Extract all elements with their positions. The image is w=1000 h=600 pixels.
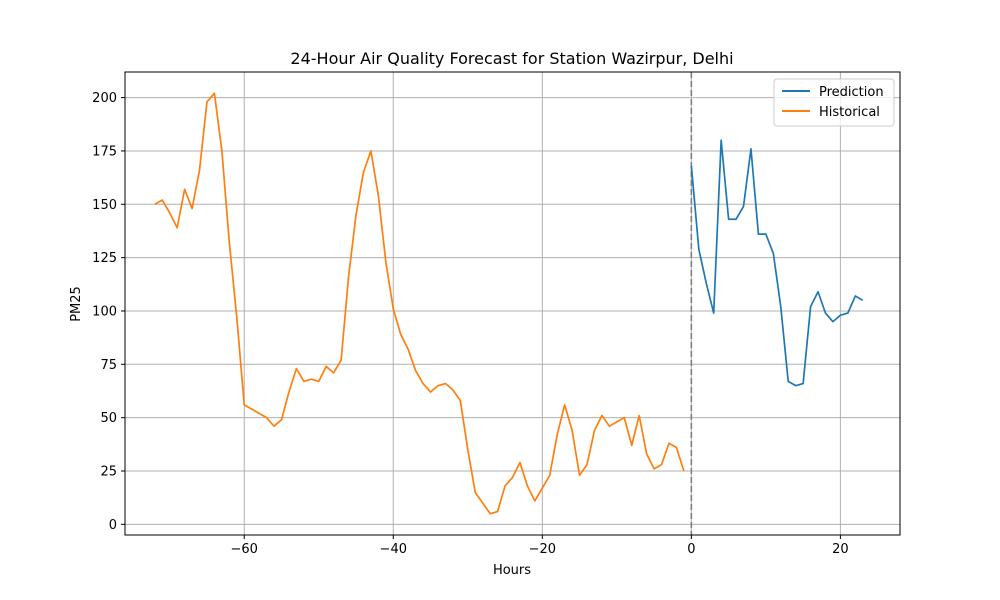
x-tick-label: −20	[529, 542, 556, 557]
y-tick-label: 50	[100, 411, 117, 426]
y-tick-label: 75	[100, 358, 117, 373]
x-tick-label: −40	[380, 542, 407, 557]
y-tick-label: 125	[92, 251, 117, 266]
x-tick-label: 0	[687, 542, 695, 557]
series-line-prediction	[690, 139, 864, 387]
series-layer	[154, 92, 864, 515]
y-tick-label: 0	[109, 518, 117, 533]
x-axis-label: Hours	[493, 563, 531, 578]
legend-label-prediction: Prediction	[819, 85, 884, 100]
y-axis-ticks: 0 25 50 75 100 125 150 175 200	[92, 91, 125, 533]
y-tick-label: 175	[92, 144, 117, 159]
x-tick-label: −60	[231, 542, 258, 557]
series-line-historical	[154, 92, 685, 515]
chart-title: 24-Hour Air Quality Forecast for Station…	[290, 49, 733, 68]
y-tick-label: 25	[100, 464, 117, 479]
x-axis-ticks: −60 −40 −20 0 20	[231, 535, 849, 557]
y-axis-label: PM25	[69, 286, 84, 322]
grid	[125, 72, 900, 535]
plot-frame	[124, 71, 901, 536]
y-tick-label: 150	[92, 198, 117, 213]
y-tick-label: 100	[92, 304, 117, 319]
legend: Prediction Historical	[773, 78, 895, 127]
legend-label-historical: Historical	[819, 105, 880, 120]
y-tick-label: 200	[92, 91, 117, 106]
x-tick-label: 20	[832, 542, 849, 557]
